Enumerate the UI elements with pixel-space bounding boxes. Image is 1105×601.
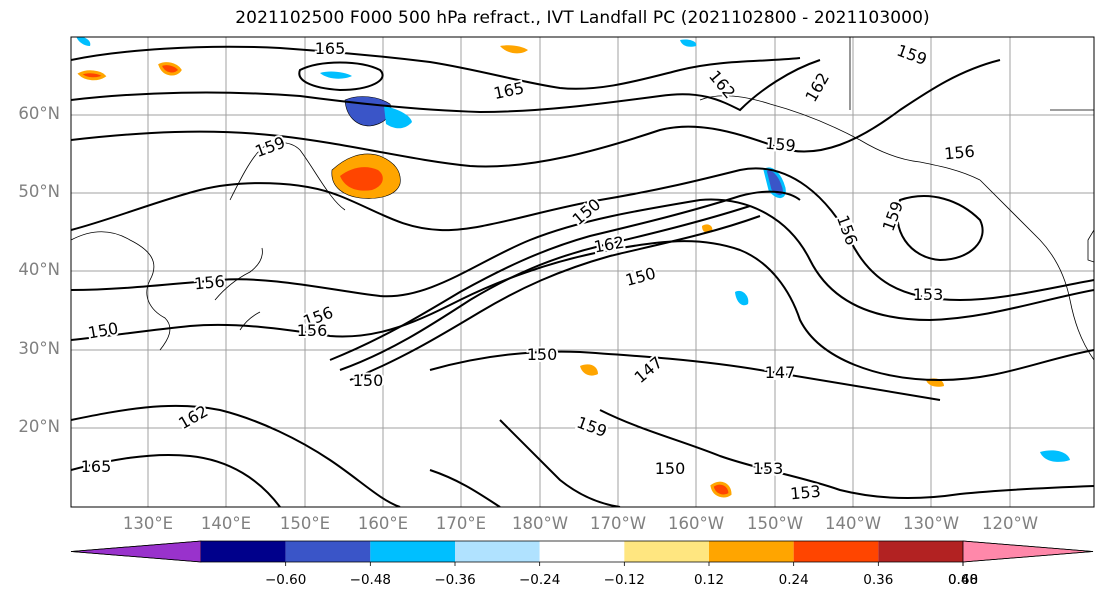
contour-east-loop bbox=[896, 195, 984, 262]
lat-label: 60°N bbox=[18, 104, 60, 123]
contour-147 bbox=[429, 350, 941, 401]
contour-label: 156 bbox=[297, 321, 328, 340]
contour-label: 165 bbox=[81, 457, 112, 476]
lon-label: 130°W bbox=[902, 514, 960, 533]
lon-label: 130°E bbox=[122, 514, 174, 533]
map-background bbox=[71, 37, 1094, 507]
lon-label: 170°E bbox=[435, 514, 487, 533]
contour-150-a bbox=[71, 240, 1094, 382]
colorbar-extend-low bbox=[70, 540, 202, 563]
contour-162 bbox=[71, 59, 821, 114]
coastlines bbox=[71, 37, 1094, 361]
red-anomaly-blob bbox=[340, 167, 383, 191]
colorbar-segment bbox=[370, 541, 455, 562]
contour-159 bbox=[71, 59, 1001, 168]
contour-156-a bbox=[71, 167, 1094, 302]
orange-blob-ne bbox=[500, 45, 528, 54]
red-blob-e bbox=[710, 481, 732, 498]
colorbar-segment bbox=[624, 541, 709, 562]
lon-label: 120°W bbox=[981, 514, 1039, 533]
contour-153 bbox=[71, 198, 1094, 322]
height-contours bbox=[71, 45, 1094, 507]
orange-blob-sw bbox=[580, 364, 598, 376]
contour-label: 153 bbox=[753, 459, 784, 478]
contour-label: 150 bbox=[353, 371, 384, 390]
contour-label: 165 bbox=[315, 39, 346, 58]
alaska-coast bbox=[699, 95, 981, 181]
colorbar-tick-label: −0.48 bbox=[349, 572, 392, 588]
colorbar-tick-label: 0.12 bbox=[693, 572, 725, 588]
refractivity-shading bbox=[76, 37, 1070, 498]
colorbar-segment bbox=[878, 541, 963, 562]
colorbar-tick-label: −0.60 bbox=[264, 572, 307, 588]
cyan-blob-se bbox=[1040, 450, 1070, 462]
colorbar-segment bbox=[709, 541, 794, 562]
contour-label: 147 bbox=[765, 363, 796, 382]
cyan-blob-ne bbox=[680, 39, 697, 47]
map-frame bbox=[70, 36, 1095, 508]
contour-label: 156 bbox=[943, 142, 975, 164]
colorbar-segment bbox=[539, 541, 625, 562]
lon-label: 170°W bbox=[589, 514, 647, 533]
contour-south-3 bbox=[71, 453, 501, 507]
contour-label: 153 bbox=[789, 482, 821, 504]
lon-label: 140°E bbox=[200, 514, 252, 533]
colorbar-segment bbox=[793, 541, 879, 562]
contour-jet-3 bbox=[349, 215, 761, 381]
graticule bbox=[71, 37, 1094, 507]
colorbar-segment bbox=[201, 541, 286, 562]
map-title: 2021102500 F000 500 hPa refract., IVT La… bbox=[235, 8, 930, 28]
contour-165-north bbox=[71, 45, 801, 90]
contour-label: 150 bbox=[655, 459, 686, 478]
japan-coast bbox=[214, 247, 263, 331]
contour-north-loop bbox=[298, 61, 384, 92]
cyan-anomaly-blob bbox=[384, 106, 412, 129]
lon-label: 160°E bbox=[357, 514, 409, 533]
contour-jet-1 bbox=[329, 190, 801, 361]
lat-label: 30°N bbox=[18, 339, 60, 358]
lon-label: 180°W bbox=[511, 514, 569, 533]
asia-coast bbox=[71, 142, 346, 351]
lat-label: 50°N bbox=[18, 182, 60, 201]
colorbar-tick-label: −0.12 bbox=[603, 572, 646, 588]
colorbar-tick-label: 0.60 bbox=[947, 572, 979, 588]
colorbar-segment bbox=[285, 541, 371, 562]
cyan-blob-n bbox=[320, 71, 352, 79]
lat-label: 20°N bbox=[18, 417, 60, 436]
contour-label: 153 bbox=[913, 285, 944, 304]
cyan-blob-e bbox=[735, 290, 749, 306]
colorbar-tick-label: 0.48 bbox=[947, 572, 979, 588]
contour-jet-2 bbox=[339, 205, 751, 371]
colorbar-tick-label: −0.36 bbox=[434, 572, 476, 588]
lon-label: 160°W bbox=[667, 514, 725, 533]
colorbar-extend-high bbox=[962, 540, 1094, 563]
contour-south-2 bbox=[499, 409, 1094, 507]
contour-label: 150 bbox=[527, 345, 558, 364]
lon-label: 150°E bbox=[279, 514, 331, 533]
contour-south-1 bbox=[71, 404, 401, 507]
colorbar-tick-label: −0.24 bbox=[518, 572, 561, 588]
colorbar bbox=[70, 540, 1094, 566]
cyan-blob-w bbox=[76, 37, 91, 46]
red-blob-nw bbox=[77, 70, 107, 81]
lon-label: 150°W bbox=[746, 514, 804, 533]
contour-label: 156 bbox=[193, 272, 225, 294]
colorbar-tick-label: 0.36 bbox=[863, 572, 894, 588]
orange-blob-e2 bbox=[702, 224, 713, 233]
colorbar-tick-label: 0.24 bbox=[778, 572, 809, 588]
red-blob-n bbox=[158, 62, 182, 76]
contour-label: 159 bbox=[764, 134, 796, 156]
canada-border bbox=[849, 37, 1094, 263]
lon-label: 140°W bbox=[824, 514, 882, 533]
lat-label: 40°N bbox=[18, 260, 60, 279]
na-coast bbox=[979, 179, 1094, 361]
colorbar-outline bbox=[70, 540, 1094, 563]
colorbar-segment bbox=[455, 541, 540, 562]
